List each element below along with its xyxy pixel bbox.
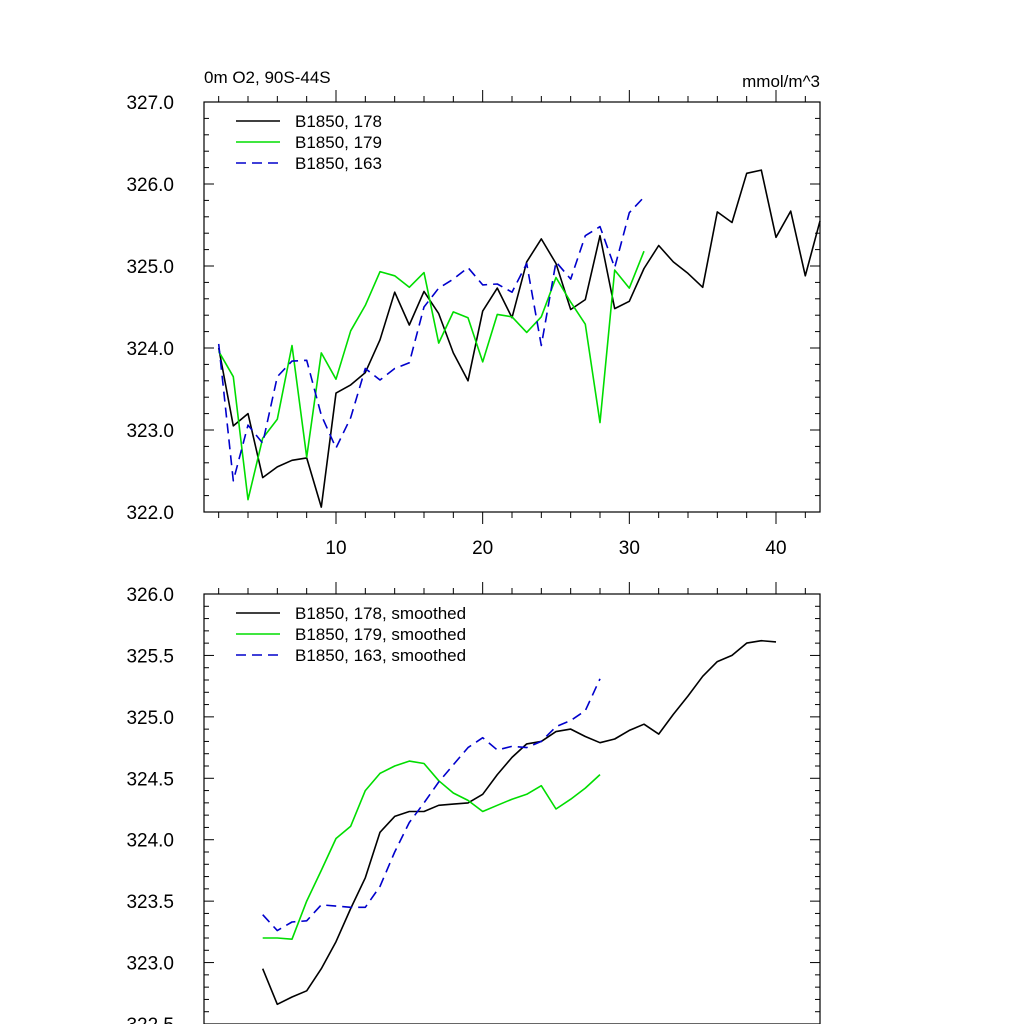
y-tick-label: 323.5 [126,892,174,913]
legend-label: B1850, 163, smoothed [295,646,466,665]
top-panel: 0m O2, 90S-44S mmol/m^3 322.0323.0324.03… [126,68,821,559]
series-line-b1850-179-smoothed [262,760,601,941]
top-panel-frame [203,101,821,513]
y-tick-label: 322.0 [126,503,174,524]
legend-label: B1850, 179 [295,133,382,152]
y-tick-label: 322.5 [126,1015,174,1024]
x-tick-label: 20 [472,538,493,559]
legend-label: B1850, 179, smoothed [295,625,466,644]
y-tick-label: 325.0 [126,708,174,729]
y-tick-label: 325.0 [126,257,174,278]
units-label: mmol/m^3 [742,72,820,91]
x-tick-label: 10 [325,538,346,559]
y-tick-label: 327.0 [126,93,174,114]
panel-title: 0m O2, 90S-44S [204,68,331,87]
series-line-b1850-178-smoothed [261,639,777,1006]
top-panel-lines [217,169,821,508]
y-tick-label: 324.0 [126,831,174,852]
y-tick-label: 323.0 [126,421,174,442]
bottom-panel-lines [261,639,777,1006]
bottom-panel-ticks: 322.5 323.0 323.5 324.0 324.5 325.0 325.5 326.0 [126,582,820,1024]
y-tick-label: 326.0 [126,585,174,606]
bottom-panel-frame [203,593,821,1024]
top-panel-ticks: 322.0 323.0 324.0 325.0 326.0 327.0 10 20 30 40 [126,90,820,559]
series-line-b1850-163 [217,196,645,482]
x-tick-label: 30 [619,538,640,559]
series-line-b1850-178 [217,169,821,508]
y-tick-label: 324.5 [126,769,174,790]
y-tick-label: 323.0 [126,954,174,975]
legend-label: B1850, 178, smoothed [295,604,466,623]
y-tick-label: 326.0 [126,175,174,196]
y-tick-label: 325.5 [126,646,174,667]
legend-label: B1850, 163 [295,154,382,173]
series-line-b1850-163-smoothed [262,678,601,932]
series-line-b1850-179 [218,250,645,501]
top-panel-legend: B1850, 178 B1850, 179 B1850, 163 [236,112,382,173]
y-tick-label: 324.0 [126,339,174,360]
bottom-panel: 322.5 323.0 323.5 324.0 324.5 325.0 325.5 326.0… [126,582,821,1024]
bottom-panel-legend: B1850, 178, smoothed B1850, 179, smoothed… [236,604,466,665]
legend-label: B1850, 178 [295,112,382,131]
x-tick-label: 40 [765,538,786,559]
